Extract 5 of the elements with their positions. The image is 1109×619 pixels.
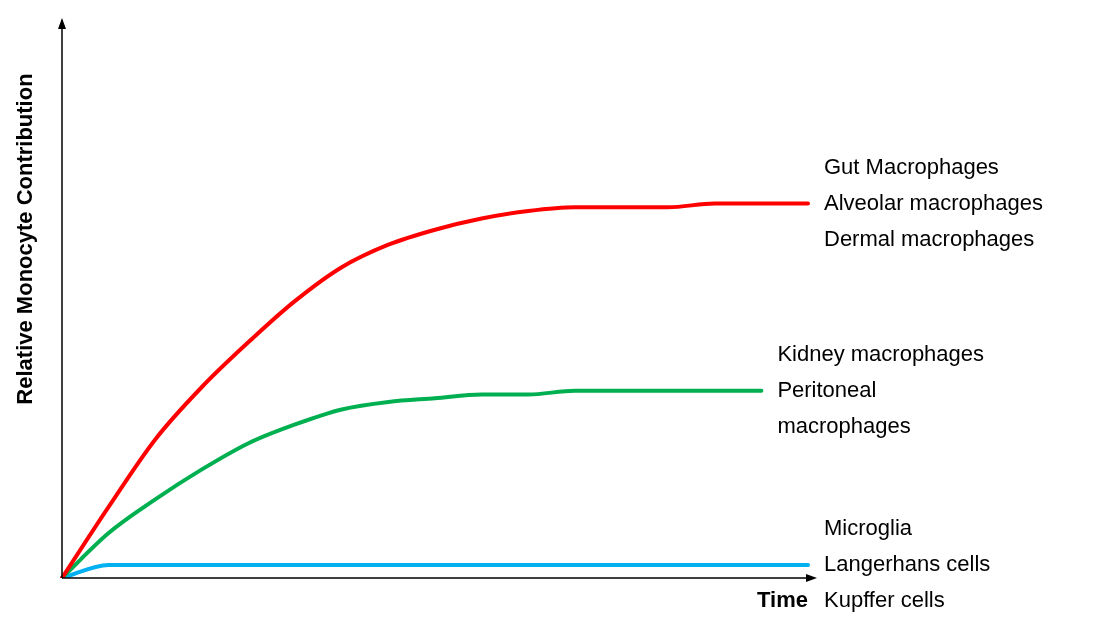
series-label: Gut Macrophages Alveolar macrophages Dermal macrophages xyxy=(824,153,1043,251)
series-label: Kidney macrophages Peritoneal macrophages xyxy=(777,340,985,438)
x-axis-title: Time xyxy=(757,587,808,613)
y-axis-title: Relative Monocyte Contribution xyxy=(12,73,38,405)
series-label: Microglia Langerhans cells Kupffer cells xyxy=(824,514,991,612)
